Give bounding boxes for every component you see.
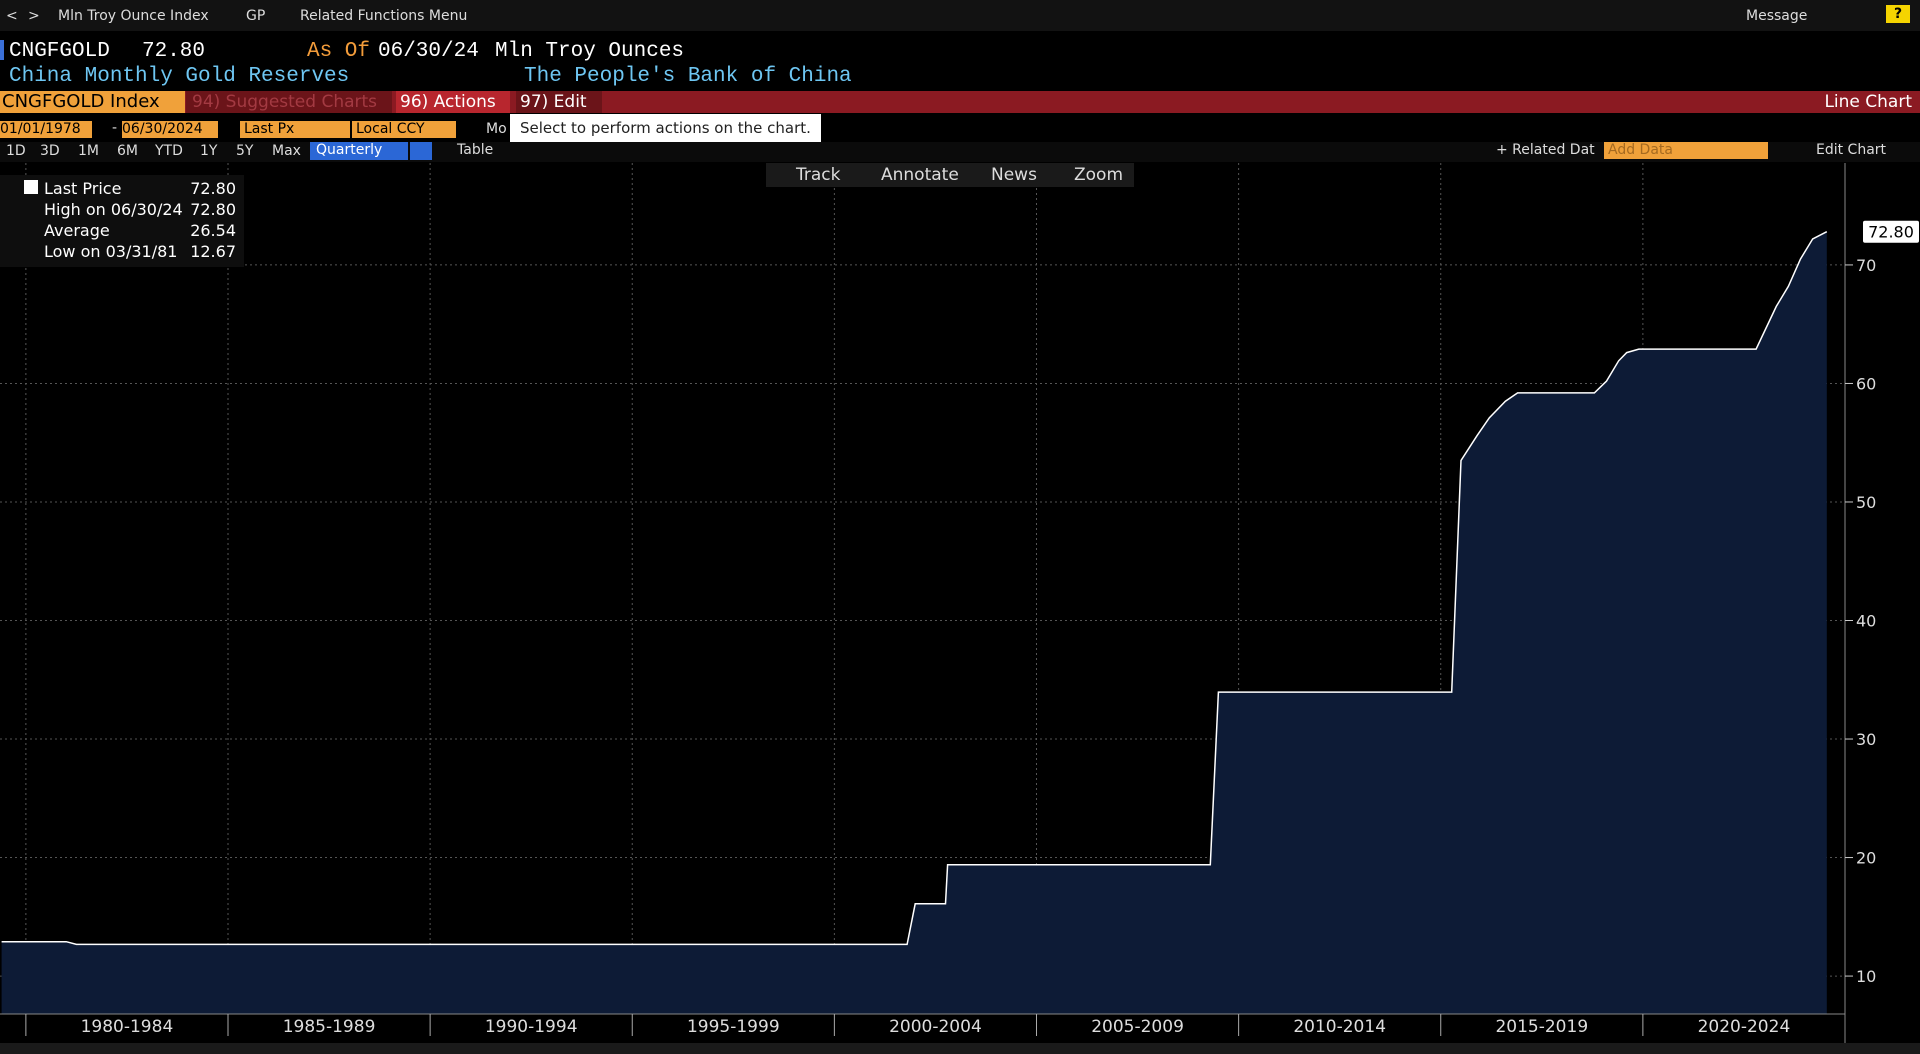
security-name: China Monthly Gold Reserves [9, 65, 350, 88]
index-menu[interactable]: Mln Troy Ounce Index [58, 8, 209, 24]
y-tick-label: 10 [1856, 967, 1876, 986]
end-date[interactable]: 06/30/2024 [122, 121, 218, 138]
x-tick-label: 1985-1989 [283, 1017, 376, 1037]
y-tick-label: 60 [1856, 374, 1876, 393]
area [1, 231, 1827, 1014]
help-button[interactable]: ? [1886, 5, 1911, 23]
y-tick-label: 50 [1856, 493, 1876, 512]
currency-select[interactable]: Local CCY [352, 121, 456, 138]
periodicity[interactable]: Quarterly [310, 142, 408, 160]
field-select[interactable]: Last Px [240, 121, 350, 138]
chart-tool[interactable]: News [991, 165, 1037, 185]
source: The People's Bank of China [524, 65, 852, 88]
legend-swatch [24, 180, 38, 194]
y-tick-label: 40 [1856, 612, 1876, 631]
as-of-label: As Of [307, 40, 371, 63]
range-button[interactable]: Max [272, 143, 301, 159]
tooltip: Select to perform actions on the chart. [510, 114, 821, 142]
range-button[interactable]: 1D [6, 143, 26, 159]
chart-tools: Track Annotate News Zoom [766, 163, 1134, 187]
edit-button[interactable]: 97) Edit [516, 91, 602, 113]
related-data[interactable]: + Related Dat [1496, 142, 1595, 158]
legend-value: 72.80 [190, 179, 236, 198]
command-bar: CNGFGOLD Index 94) Suggested Charts 96) … [0, 91, 1920, 113]
y-tick-label: 70 [1856, 256, 1876, 275]
range-button[interactable]: 5Y [236, 143, 254, 159]
security-field[interactable]: CNGFGOLD Index [0, 91, 185, 113]
x-tick-label: 2010-2014 [1293, 1017, 1386, 1037]
table-button[interactable]: Table [457, 142, 494, 158]
nav-back[interactable]: < [6, 8, 18, 24]
legend: Last Price 72.80 High on 06/30/24 72.80 Aver… [0, 175, 244, 267]
chart: 10 20 30 40 50 60 70 72.80 1980-1984 1985-1989 199… [0, 163, 1920, 1054]
actions-button[interactable]: 96) Actions [396, 91, 510, 113]
add-data[interactable]: Add Data [1604, 142, 1768, 159]
x-tick-label: 2015-2019 [1495, 1017, 1588, 1037]
chart-tool[interactable]: Zoom [1074, 165, 1124, 185]
edit-chart[interactable]: Edit Chart [1816, 142, 1887, 158]
x-tick-label: 1980-1984 [81, 1017, 174, 1037]
range-button[interactable]: 3D [40, 143, 60, 159]
range-button[interactable]: YTD [155, 143, 183, 159]
range-button[interactable]: 1M [78, 143, 99, 159]
last-value-label: 72.80 [1868, 223, 1914, 242]
legend-label: Average [44, 221, 110, 240]
legend-value: 72.80 [190, 200, 236, 219]
x-tick-label: 2005-2009 [1091, 1017, 1184, 1037]
as-of-date: 06/30/24 [378, 40, 479, 63]
range-row: 1D 3D 1M 6M YTD 1Y 5Y Max [0, 142, 1920, 162]
price: 72.80 [142, 40, 206, 63]
y-tick-label: 20 [1856, 849, 1876, 868]
nav-forward[interactable]: > [28, 8, 40, 24]
chart-tool[interactable]: Track [796, 165, 841, 185]
x-tick-label: 2000-2004 [889, 1017, 982, 1037]
range-button[interactable]: 1Y [200, 143, 218, 159]
legend-value: 12.67 [190, 242, 236, 261]
x-tick-label: 1995-1999 [687, 1017, 780, 1037]
legend-label: Last Price [44, 179, 122, 198]
date-separator: - [112, 120, 118, 136]
suggested-charts[interactable]: 94) Suggested Charts [186, 91, 392, 113]
legend-label: High on 06/30/24 [44, 200, 183, 219]
bottom-strip [0, 1043, 1920, 1054]
chart-kind: Line Chart [1824, 92, 1912, 112]
range-button[interactable]: 6M [117, 143, 138, 159]
start-date[interactable]: 01/01/1978 [0, 121, 92, 138]
x-tick-label: 1990-1994 [485, 1017, 578, 1037]
ticker: CNGFGOLD [9, 40, 110, 63]
line [1, 231, 1828, 946]
top-toolbar: < > Mln Troy Ounce Index GP Related Func… [0, 0, 1920, 31]
related-menu[interactable]: Related Functions Menu [300, 8, 468, 24]
legend-value: 26.54 [190, 221, 236, 240]
x-tick-label: 2020-2024 [1698, 1017, 1791, 1037]
y-tick-label: 30 [1856, 730, 1876, 749]
units: Mln Troy Ounces [495, 40, 685, 63]
last-value-box [1863, 220, 1919, 243]
mode-toggle[interactable]: Mo [486, 121, 507, 137]
chart-tool[interactable]: Annotate [881, 165, 959, 185]
legend-label: Low on 03/31/81 [44, 242, 178, 261]
gp-menu[interactable]: GP [246, 8, 266, 24]
chart-type-icon[interactable] [410, 142, 432, 160]
focus-marker [0, 40, 4, 60]
message-button[interactable]: Message [1746, 8, 1808, 24]
